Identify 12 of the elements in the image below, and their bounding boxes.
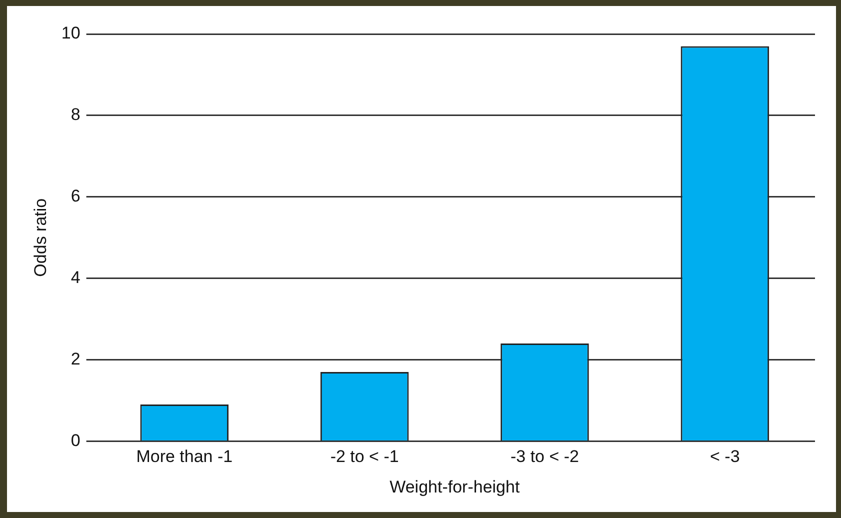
x-tick-label: More than -1 (136, 447, 233, 466)
y-tick-label: 2 (70, 349, 80, 368)
y-axis-title: Odds ratio (30, 198, 50, 277)
x-tick-label: -2 to < -1 (330, 447, 399, 466)
y-tick-label: 8 (70, 105, 80, 124)
y-tick-label: 0 (70, 430, 80, 450)
x-tick-label: -3 to < -2 (510, 447, 579, 466)
y-tick-label: 4 (70, 268, 80, 288)
x-axis-title: Weight-for-height (390, 477, 520, 496)
y-tick-label: 6 (70, 186, 80, 206)
y-tick-label: 10 (61, 24, 80, 43)
x-tick-label: < -3 (710, 447, 740, 466)
